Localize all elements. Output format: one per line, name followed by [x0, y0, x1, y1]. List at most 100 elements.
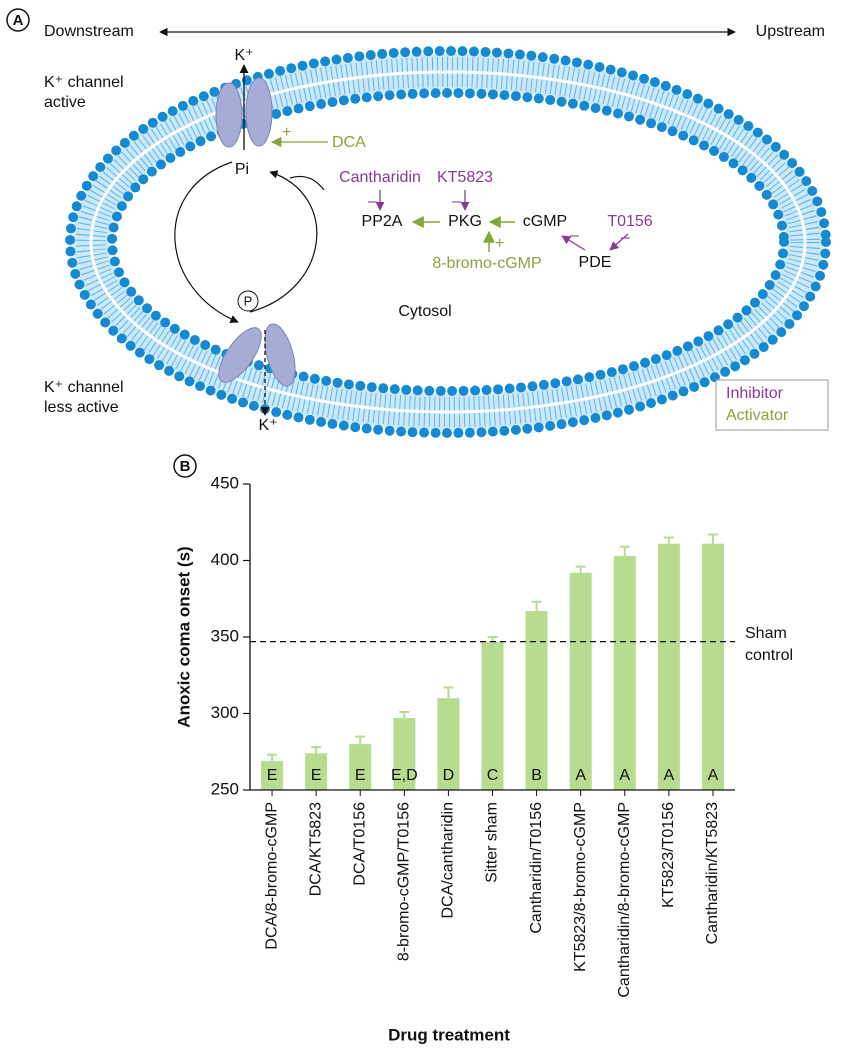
- bar: [349, 744, 372, 790]
- error-bar: [399, 710, 410, 719]
- bar: [305, 753, 328, 790]
- cycle-arrow: [289, 175, 325, 191]
- cycle-arrow: [249, 170, 318, 313]
- reference-label: Sham: [745, 625, 787, 642]
- inhibitor-label: KT5823: [437, 169, 493, 186]
- bar: [569, 572, 592, 790]
- x-tick-label: DCA/KT5823: [307, 802, 324, 896]
- sign: –: [368, 193, 377, 210]
- channel: [218, 327, 262, 383]
- y-tick-label: 300: [211, 703, 239, 722]
- direction-label: Downstream: [44, 23, 134, 40]
- channel: [264, 323, 296, 387]
- error-bar: [663, 536, 674, 544]
- drug-label: DCA: [332, 134, 366, 151]
- y-axis-label: Anoxic coma onset (s): [174, 546, 193, 727]
- panel-a: A Downstream Upstream K⁺ K⁺ K⁺ channel ac…: [6, 8, 831, 438]
- channel: [215, 82, 243, 148]
- channel: [245, 77, 273, 147]
- error-bar: [531, 600, 542, 611]
- panel-b: B Anoxic coma onset (s) Drug treatment 2…: [173, 454, 793, 1044]
- reference-label: control: [745, 647, 793, 664]
- group-label: B: [531, 767, 542, 784]
- y-tick-label: 400: [211, 550, 239, 569]
- panel-label: B: [180, 458, 191, 475]
- membrane-heads: [65, 46, 831, 438]
- x-tick-label: Cantharidin/8-bromo-cGMP: [616, 802, 633, 998]
- direction-label: Upstream: [756, 23, 825, 40]
- group-label: A: [619, 767, 630, 784]
- membrane-tails: [73, 54, 823, 430]
- phosphate: [237, 290, 259, 312]
- node-label: PP2A: [362, 213, 403, 230]
- error-bar: [619, 545, 630, 556]
- group-label: C: [487, 767, 499, 784]
- group-label: A: [664, 767, 675, 784]
- error-bar: [487, 636, 498, 642]
- error-bar: [355, 735, 366, 745]
- bar: [613, 555, 636, 790]
- x-tick-label: KT5823/T0156: [660, 802, 677, 908]
- legend-label: Activator: [726, 407, 789, 424]
- node-label: Pi: [235, 161, 249, 178]
- inhibition-arrow: [609, 233, 629, 251]
- group-label: E: [355, 767, 366, 784]
- membrane-mid: [89, 70, 807, 414]
- panel-badge: [173, 454, 197, 478]
- bar: [525, 610, 548, 790]
- legend-box: [715, 379, 829, 431]
- inhibitor-label: Cantharidin: [339, 169, 421, 186]
- channel-label: K⁺ channel active: [44, 74, 124, 111]
- bar: [701, 543, 724, 790]
- error-bar: [267, 753, 278, 761]
- y-tick-label: 450: [211, 473, 239, 492]
- sign: +: [282, 124, 291, 141]
- x-axis-label: Drug treatment: [388, 1025, 510, 1044]
- sign: –: [452, 193, 461, 210]
- x-tick-label: 8-bromo-cGMP/T0156: [396, 802, 413, 961]
- bar: [437, 698, 460, 790]
- bar: [657, 543, 680, 790]
- sign: –: [621, 229, 630, 246]
- channel-label: K⁺ channel less active: [44, 379, 124, 416]
- error-bar: [575, 565, 586, 573]
- x-tick-label: DCA/8-bromo-cGMP: [263, 802, 280, 950]
- bar: [393, 718, 416, 790]
- sign: –: [570, 227, 579, 244]
- ion-label: K⁺: [258, 417, 277, 434]
- node-label: PKG: [448, 213, 482, 230]
- node-label: PDE: [579, 254, 612, 271]
- node-label: cGMP: [523, 213, 567, 230]
- group-label: D: [443, 767, 455, 784]
- x-tick-label: Sitter sham: [484, 802, 501, 883]
- x-tick-label: DCA/cantharidin: [440, 802, 457, 919]
- ion-label: K⁺: [234, 47, 253, 64]
- inhibition-arrow: [561, 235, 586, 251]
- inhibitor-label: T0156: [607, 213, 652, 230]
- phosphate-label: P: [244, 293, 253, 308]
- panel-badge: [6, 8, 30, 32]
- x-tick-label: Cantharidin/T0156: [528, 802, 545, 934]
- error-bar: [311, 746, 322, 754]
- bar: [261, 760, 284, 790]
- x-tick-label: DCA/T0156: [351, 802, 368, 886]
- group-label: A: [708, 767, 719, 784]
- group-label: A: [575, 767, 586, 784]
- compartment-label: Cytosol: [398, 303, 451, 320]
- sign: +: [495, 235, 504, 252]
- group-label: E,D: [391, 767, 418, 784]
- drug-label: 8-bromo-cGMP: [432, 255, 541, 272]
- group-label: E: [267, 767, 278, 784]
- group-label: E: [311, 767, 322, 784]
- y-tick-label: 350: [211, 626, 239, 645]
- x-tick-label: KT5823/8-bromo-cGMP: [572, 802, 589, 972]
- legend-label: Inhibitor: [726, 385, 784, 402]
- membrane-heads: [107, 88, 789, 396]
- cycle-arrow: [174, 161, 239, 324]
- y-tick-label: 250: [211, 779, 239, 798]
- x-tick-label: Cantharidin/KT5823: [704, 802, 721, 944]
- panel-label: A: [13, 12, 24, 29]
- bar: [481, 641, 504, 790]
- error-bar: [443, 686, 454, 699]
